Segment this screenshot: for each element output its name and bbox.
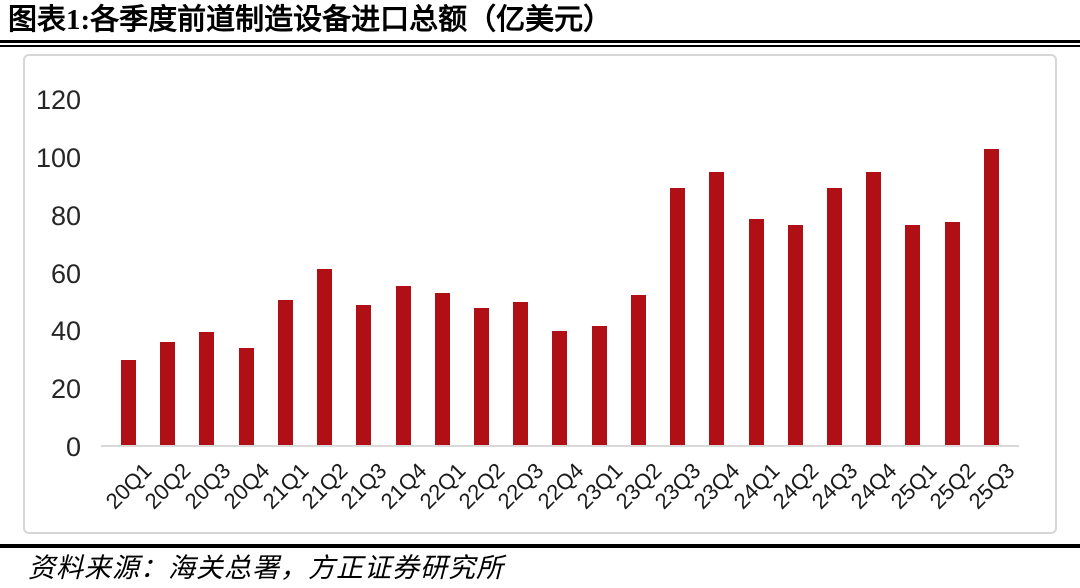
bar-22Q2 bbox=[473, 308, 489, 445]
x-tick-slot-24Q2: 24Q2 bbox=[768, 449, 824, 531]
x-tick-slot-23Q3: 23Q3 bbox=[650, 449, 706, 531]
bar-23Q3 bbox=[670, 188, 686, 445]
x-tick-slot-24Q1: 24Q1 bbox=[728, 449, 784, 531]
bar-24Q1 bbox=[748, 219, 764, 445]
x-tick-slot-23Q2: 23Q2 bbox=[611, 449, 667, 531]
footer-divider-rule bbox=[0, 544, 1080, 548]
x-tick-slot-25Q1: 25Q1 bbox=[885, 449, 941, 531]
bar-23Q4 bbox=[709, 172, 725, 445]
bar-21Q1 bbox=[277, 300, 293, 445]
y-tick-label-0: 0 bbox=[65, 432, 81, 462]
y-tick-label-120: 120 bbox=[35, 85, 81, 115]
x-tick-slot-23Q1: 23Q1 bbox=[572, 449, 628, 531]
bar-25Q2 bbox=[944, 222, 960, 445]
figure-title: 图表1:各季度前道制造设备进口总额（亿美元） bbox=[8, 4, 613, 36]
x-tick-slot-21Q4: 21Q4 bbox=[375, 449, 431, 531]
bar-21Q2 bbox=[317, 269, 333, 445]
chart-card: 0 20 40 60 80 100 120 20Q1 20Q2 20Q3 20Q4 21Q1 21Q2… bbox=[23, 54, 1057, 534]
bar-21Q4 bbox=[395, 286, 411, 445]
y-tick-label-100: 100 bbox=[35, 142, 81, 173]
x-tick-slot-20Q3: 20Q3 bbox=[179, 449, 235, 531]
bar-22Q3 bbox=[513, 302, 529, 445]
y-tick-label-20: 20 bbox=[50, 374, 81, 405]
bar-22Q1 bbox=[434, 293, 450, 445]
y-tick-label-40: 40 bbox=[50, 316, 81, 347]
title-divider-rule bbox=[0, 40, 1080, 47]
bar-24Q2 bbox=[787, 225, 803, 445]
bar-20Q4 bbox=[238, 348, 254, 445]
x-tick-slot-22Q4: 22Q4 bbox=[532, 449, 588, 531]
bar-24Q4 bbox=[866, 172, 882, 445]
source-note: 资料来源：海关总署，方正证券研究所 bbox=[28, 553, 504, 583]
bar-23Q2 bbox=[630, 295, 646, 445]
x-tick-slot-25Q2: 25Q2 bbox=[925, 449, 981, 531]
bar-20Q3 bbox=[199, 332, 215, 445]
bar-24Q3 bbox=[826, 188, 842, 445]
y-tick-label-60: 60 bbox=[50, 258, 81, 289]
bar-22Q4 bbox=[552, 331, 568, 445]
x-tick-slot-20Q1: 20Q1 bbox=[101, 449, 157, 531]
x-tick-slot-22Q1: 22Q1 bbox=[415, 449, 471, 531]
bar-20Q1 bbox=[121, 360, 136, 445]
x-tick-slot-21Q3: 21Q3 bbox=[336, 449, 392, 531]
bar-21Q3 bbox=[356, 305, 372, 445]
x-tick-slot-21Q2: 21Q2 bbox=[297, 449, 353, 531]
bar-23Q1 bbox=[591, 326, 607, 445]
x-tick-slot-20Q4: 20Q4 bbox=[219, 449, 275, 531]
x-axis: 20Q1 20Q2 20Q3 20Q4 21Q1 21Q2 21Q3 21Q4 22Q1 22Q2… bbox=[101, 449, 1020, 531]
y-tick-label-80: 80 bbox=[50, 200, 81, 231]
x-tick-slot-21Q1: 21Q1 bbox=[258, 449, 314, 531]
bar-25Q3 bbox=[983, 149, 999, 445]
plot-area bbox=[101, 100, 1019, 447]
x-tick-slot-25Q3: 25Q3 bbox=[964, 449, 1020, 531]
x-tick-slot-23Q4: 23Q4 bbox=[689, 449, 745, 531]
x-tick-slot-24Q3: 24Q3 bbox=[807, 449, 863, 531]
x-tick-slot-22Q2: 22Q2 bbox=[454, 449, 510, 531]
bar-20Q2 bbox=[160, 342, 176, 445]
x-tick-slot-20Q2: 20Q2 bbox=[140, 449, 196, 531]
x-tick-slot-22Q3: 22Q3 bbox=[493, 449, 549, 531]
bar-25Q1 bbox=[905, 225, 921, 445]
x-tick-slot-24Q4: 24Q4 bbox=[846, 449, 902, 531]
